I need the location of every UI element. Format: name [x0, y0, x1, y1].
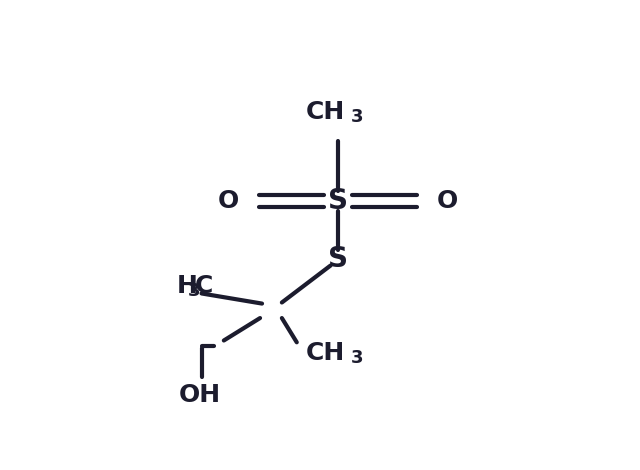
- Text: O: O: [437, 189, 458, 213]
- Text: O: O: [218, 189, 239, 213]
- Text: 3: 3: [188, 282, 200, 299]
- Text: 3: 3: [350, 349, 363, 367]
- Text: S: S: [328, 245, 348, 273]
- Text: C: C: [195, 274, 213, 298]
- Text: H: H: [177, 274, 198, 298]
- Text: 3: 3: [350, 108, 363, 126]
- Text: S: S: [328, 187, 348, 215]
- Text: OH: OH: [179, 383, 221, 407]
- Text: CH: CH: [306, 101, 345, 125]
- Text: CH: CH: [306, 341, 345, 365]
